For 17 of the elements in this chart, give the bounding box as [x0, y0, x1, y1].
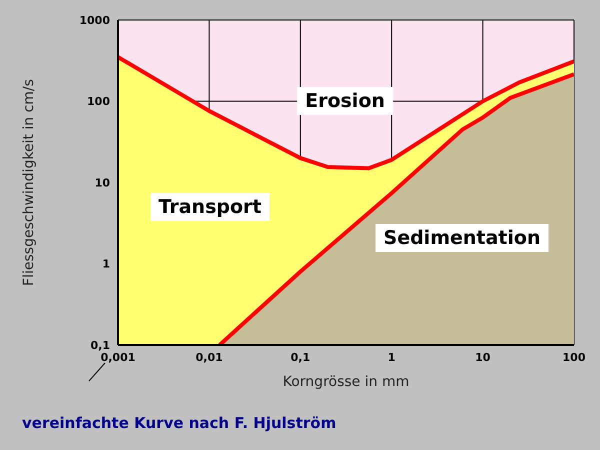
y-tick-label: 100	[87, 95, 110, 108]
x-axis-title: Korngrösse in mm	[282, 374, 410, 390]
y-tick-label: 1000	[79, 14, 110, 27]
x-tick-label: 1	[388, 350, 396, 364]
x-tick-label: 100	[562, 350, 586, 364]
y-tick-label: 0,1	[90, 338, 110, 352]
x-tick-label: 0,001	[100, 350, 136, 364]
text: vereinfachte Kurve nach F. Hjulström	[22, 414, 336, 432]
annotation: Erosion	[297, 87, 393, 115]
annotation: Sedimentation	[376, 224, 548, 252]
y-tick-label: 10	[94, 176, 110, 190]
y-tick-label: 1	[102, 258, 110, 271]
annotation: Transport	[150, 193, 270, 221]
x-tick-label: 0,01	[196, 350, 223, 364]
y-axis-title: Fliessgeschwindigkeit in cm/s	[20, 79, 37, 286]
x-tick-label: 0,1	[290, 350, 310, 364]
x-tick-label: 10	[475, 350, 491, 364]
